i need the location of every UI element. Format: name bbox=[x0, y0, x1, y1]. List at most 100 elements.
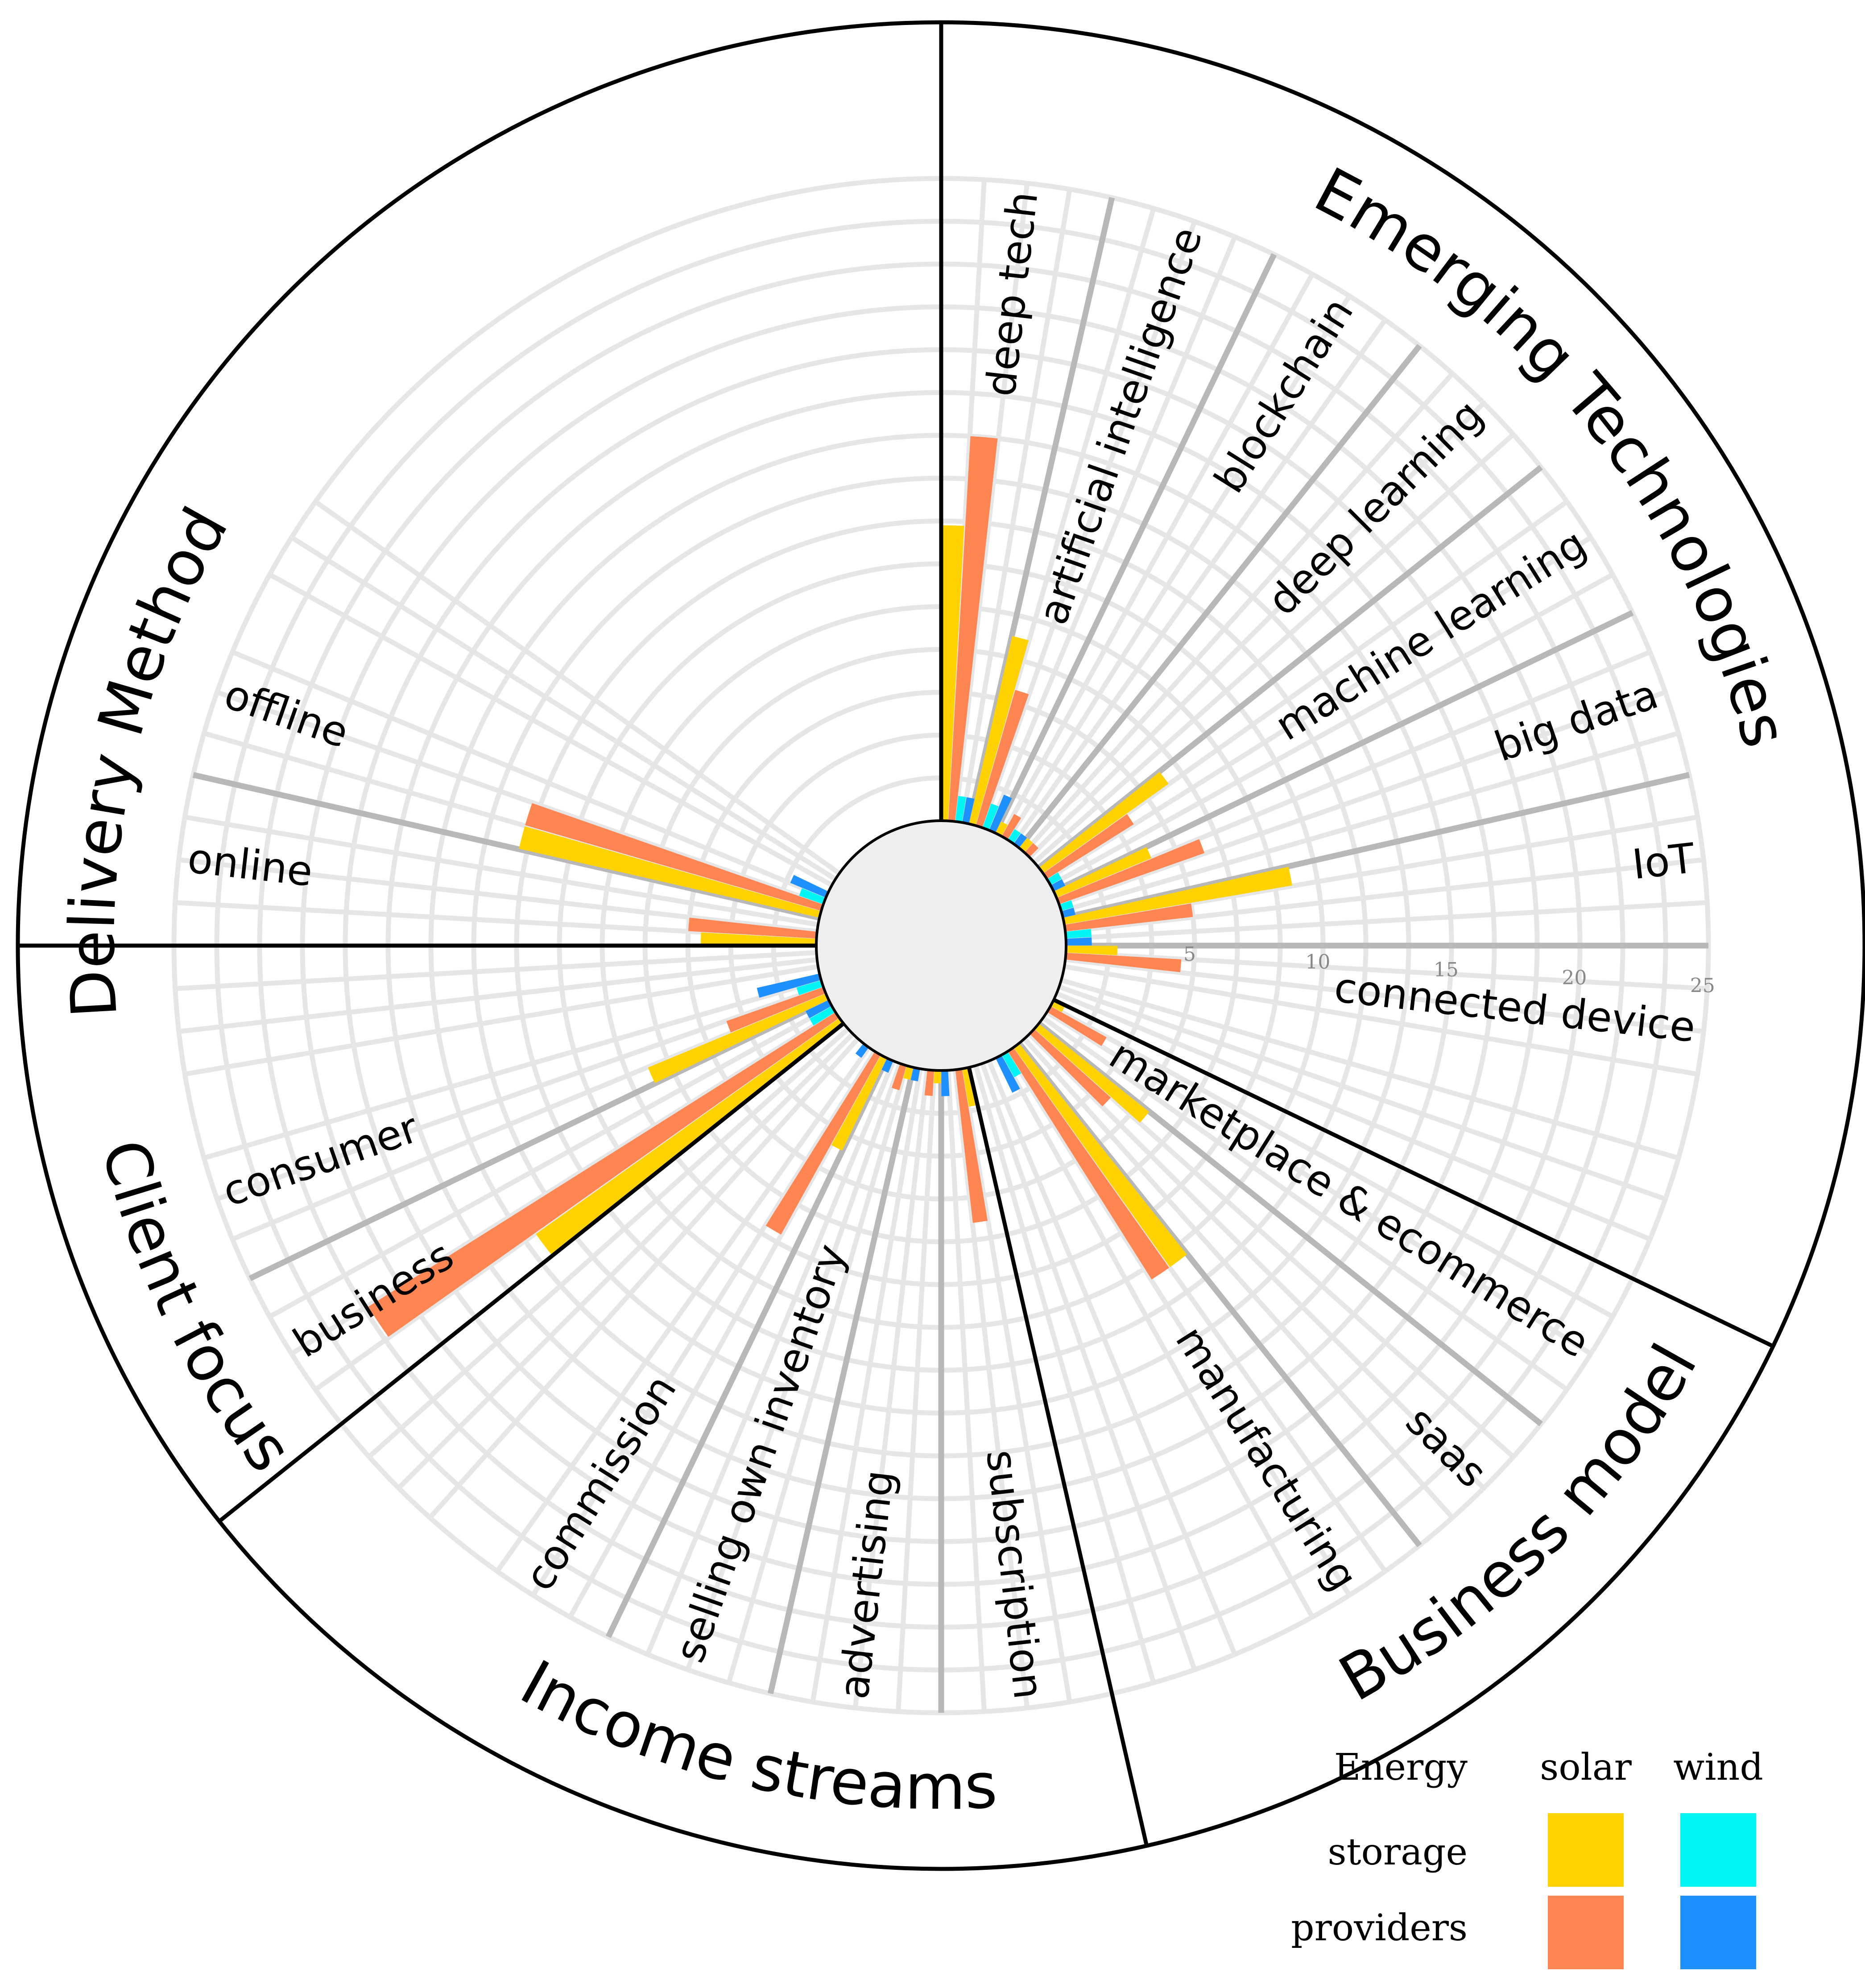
bar-commission-solar-providers bbox=[765, 1051, 881, 1235]
category-divider bbox=[767, 1066, 917, 1695]
grid-spoke bbox=[987, 236, 1237, 831]
grid-spoke bbox=[184, 964, 819, 1077]
group-separators bbox=[18, 22, 1774, 1847]
bar-machine-learning-wind-storage bbox=[1047, 872, 1062, 885]
group-separator bbox=[218, 1022, 845, 1523]
bar-online-solar-storage bbox=[700, 932, 817, 946]
grid-spoke bbox=[428, 1037, 860, 1520]
bar-offline-solar-providers bbox=[525, 803, 823, 911]
bar-subscription-wind-providers bbox=[941, 1070, 950, 1096]
bar-artificial-intelligence-wind-storage bbox=[982, 803, 999, 831]
bar-connected-device-solar-storage bbox=[1066, 946, 1118, 955]
bar-iot-solar-storage bbox=[1063, 867, 1292, 925]
grid-spoke bbox=[175, 950, 817, 991]
bar-online-solar-providers bbox=[688, 918, 817, 938]
grid-spoke bbox=[1060, 731, 1679, 913]
bar-machine-learning-wind-providers bbox=[1050, 879, 1066, 892]
grid-spoke bbox=[1033, 432, 1515, 864]
bar-consumer-solar-providers bbox=[726, 987, 826, 1033]
legend-swatch-wind-storage bbox=[1680, 1813, 1756, 1887]
grid-spoke bbox=[397, 1032, 855, 1490]
grid-spoke bbox=[999, 1054, 1315, 1619]
category-divider bbox=[966, 197, 1115, 825]
grid-spoke bbox=[645, 1060, 896, 1656]
legend-title-line: storage bbox=[1327, 1831, 1468, 1873]
bar-selling-own-inventory-solar-storage bbox=[903, 1066, 914, 1080]
inner-hub bbox=[815, 819, 1067, 1072]
category-divider bbox=[1017, 1041, 1422, 1547]
legend-header-wind: wind bbox=[1673, 1746, 1763, 1789]
bar-deep-tech-wind-storage bbox=[955, 796, 967, 822]
bar-marketplace-and-ecommerce-solar-providers bbox=[1047, 1006, 1107, 1046]
grid-spoke bbox=[203, 978, 822, 1161]
grid-spoke bbox=[1064, 814, 1698, 927]
grid-spoke bbox=[852, 1069, 930, 1708]
grid-spoke bbox=[946, 1070, 987, 1712]
grid-spoke bbox=[1033, 1027, 1515, 1459]
bars-layer bbox=[368, 436, 1292, 1337]
tick-label-20: 20 bbox=[1562, 967, 1587, 989]
bar-commission-wind-providers bbox=[855, 1043, 869, 1058]
legend-title-line: Energy bbox=[1334, 1746, 1468, 1789]
category-divider bbox=[992, 253, 1277, 835]
grid-spoke bbox=[1055, 649, 1651, 900]
bar-machine-learning-solar-providers bbox=[1043, 814, 1134, 879]
grid-spoke bbox=[980, 220, 1197, 829]
grid-spoke bbox=[1005, 294, 1352, 841]
grid-spoke bbox=[1066, 900, 1708, 941]
bar-blockchain-wind-storage bbox=[1008, 829, 1021, 844]
legend-swatch-solar-providers bbox=[1548, 1896, 1624, 1969]
category-divider bbox=[1037, 1021, 1543, 1426]
grid-spoke bbox=[178, 957, 818, 1034]
bar-big-data-wind-storage bbox=[1059, 900, 1074, 911]
grid-spoke bbox=[1060, 978, 1679, 1161]
grid-spoke bbox=[314, 1016, 841, 1392]
bar-connected-device-solar-providers bbox=[1065, 953, 1182, 972]
bar-offline-wind-storage bbox=[799, 888, 826, 905]
bar-deep-tech-solar-providers bbox=[948, 436, 998, 822]
grid-spoke bbox=[568, 1054, 883, 1619]
bar-iot-wind-providers bbox=[1066, 937, 1092, 946]
grid-spoke bbox=[952, 183, 1030, 822]
tick-label-5: 5 bbox=[1183, 943, 1196, 966]
legend-header-solar: solar bbox=[1540, 1746, 1632, 1789]
legend-swatch-solar-storage bbox=[1548, 1813, 1624, 1887]
bar-artificial-intelligence-solar-providers bbox=[976, 690, 1029, 828]
bar-consumer-wind-storage bbox=[796, 980, 823, 996]
bar-selling-own-inventory-wind-providers bbox=[881, 1058, 893, 1073]
bar-manufacturing-wind-storage bbox=[1001, 1051, 1021, 1078]
grid-spoke bbox=[178, 857, 818, 934]
bar-subscription-solar-storage bbox=[962, 1067, 978, 1107]
grid-spoke bbox=[268, 572, 833, 888]
grid-spoke bbox=[1028, 1032, 1486, 1490]
bar-blockchain-solar-storage bbox=[995, 821, 1008, 836]
bar-marketplace-and-ecommerce-solar-storage bbox=[1050, 1000, 1066, 1012]
category-divider bbox=[248, 997, 830, 1281]
bar-consumer-solar-storage bbox=[648, 993, 829, 1083]
grid-spoke bbox=[973, 207, 1156, 827]
category-divider bbox=[1037, 465, 1543, 870]
category-divider bbox=[192, 772, 820, 921]
bar-selling-own-inventory-solar-providers bbox=[891, 1063, 907, 1091]
bar-business-wind-providers bbox=[806, 1000, 832, 1018]
bar-manufacturing-wind-providers bbox=[995, 1055, 1020, 1093]
bar-business-solar-storage bbox=[536, 1018, 844, 1256]
bar-offline-solar-storage bbox=[519, 826, 821, 918]
bar-subscription-solar-providers bbox=[955, 1069, 988, 1223]
grid-spoke bbox=[1064, 964, 1698, 1077]
grid-spoke bbox=[184, 814, 819, 927]
grid-spoke bbox=[1011, 1046, 1387, 1573]
bar-iot-solar-providers bbox=[1064, 903, 1193, 932]
grid-spoke bbox=[1049, 572, 1614, 888]
grid-spoke bbox=[1065, 857, 1704, 934]
grid-spoke bbox=[1046, 1010, 1592, 1356]
grid-spoke bbox=[495, 1046, 871, 1573]
grid-spoke bbox=[1046, 535, 1592, 881]
grid-spoke bbox=[999, 273, 1315, 838]
grid-spoke bbox=[973, 1065, 1156, 1684]
grid-spoke bbox=[1005, 1050, 1352, 1597]
bar-blockchain-solar-providers bbox=[1001, 814, 1021, 840]
grid-spoke bbox=[952, 1069, 1030, 1708]
